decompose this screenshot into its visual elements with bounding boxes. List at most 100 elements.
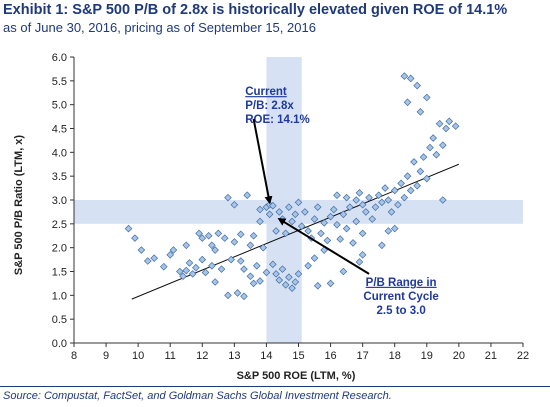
annotation-arrow (277, 218, 370, 275)
data-point (249, 279, 258, 288)
data-point (297, 222, 306, 231)
data-point (285, 273, 293, 282)
data-point (429, 134, 437, 142)
y-tick-label: 0.0 (52, 338, 67, 350)
data-point (416, 108, 425, 116)
data-point (339, 210, 348, 219)
x-tick-label: 22 (517, 350, 529, 362)
data-point (265, 210, 274, 219)
data-point (294, 198, 303, 207)
data-point (198, 234, 207, 242)
annotations: Current P/B: 2.8x ROE: 14.1% P/B Range in Cu… (245, 86, 439, 317)
y-tick-label: 3.0 (52, 195, 67, 207)
data-point (378, 198, 386, 207)
data-point (243, 191, 251, 200)
data-point (403, 98, 412, 107)
data-point (368, 215, 377, 223)
data-point (246, 241, 255, 250)
source-note: Source: Compustat, FactSet, and Goldman … (3, 390, 392, 402)
data-point (304, 261, 312, 270)
data-point (204, 231, 213, 240)
x-tick-label: 15 (292, 350, 304, 362)
data-point (355, 189, 364, 197)
data-point (439, 196, 447, 204)
data-point (236, 230, 245, 239)
data-point (413, 81, 421, 90)
x-axis-label: S&P 500 ROE (LTM, %) (237, 370, 356, 382)
data-point (422, 174, 431, 183)
data-point (355, 258, 364, 266)
data-point (390, 186, 399, 195)
data-point (160, 262, 168, 271)
x-tick-label: 17 (357, 350, 369, 362)
data-point (320, 219, 328, 227)
data-point (217, 265, 226, 273)
y-tick-label: 5.5 (52, 76, 67, 88)
data-point (188, 270, 197, 278)
data-point (310, 215, 319, 223)
y-tick-label: 5.0 (52, 100, 67, 112)
data-point (342, 224, 351, 233)
x-tick-label: 20 (453, 350, 465, 362)
data-point (179, 272, 187, 281)
data-point (413, 181, 421, 190)
data-point (310, 254, 319, 262)
data-point (394, 200, 402, 209)
data-point (336, 235, 344, 243)
x-tick-label: 21 (485, 350, 497, 362)
data-point (384, 227, 393, 235)
data-point (262, 268, 271, 277)
data-point (419, 153, 428, 161)
data-point (346, 203, 354, 211)
x-tick-label: 11 (165, 350, 176, 362)
data-point (432, 150, 441, 159)
data-point (176, 267, 184, 276)
data-point (185, 259, 194, 267)
data-point (403, 172, 412, 180)
data-point (281, 229, 290, 238)
data-point (365, 193, 373, 202)
data-point (352, 196, 361, 204)
data-point (326, 212, 335, 221)
data-point (195, 229, 203, 238)
data-point (224, 291, 232, 300)
data-point (329, 205, 338, 214)
data-point (192, 263, 200, 272)
data-point (249, 231, 258, 240)
data-point (143, 257, 152, 265)
data-point (166, 251, 175, 259)
data-point (451, 122, 460, 130)
data-point (342, 193, 351, 202)
chart-axes: 8 9 10 11 12 13 14 15 16 17 18 19 20 21 22 0.0 0.5 1.0 1.5… (52, 52, 529, 362)
y-tick-label: 2.0 (52, 243, 67, 255)
data-point (259, 243, 268, 252)
data-point (220, 234, 229, 242)
data-point (313, 203, 322, 211)
data-point (323, 236, 332, 245)
data-point (288, 284, 296, 292)
data-point (339, 267, 348, 276)
data-point (381, 184, 389, 192)
data-point (442, 124, 450, 133)
data-point (246, 272, 255, 281)
x-tick-label: 10 (132, 350, 144, 362)
data-point (387, 208, 396, 216)
data-point (358, 251, 367, 259)
data-point (291, 210, 300, 219)
data-point (333, 191, 341, 200)
data-point (230, 200, 239, 209)
y-axis-label: S&P 500 P/B Ratio (LTM, x) (13, 135, 25, 276)
data-point (240, 292, 248, 301)
data-point (224, 193, 232, 202)
y-tick-label: 6.0 (52, 52, 67, 64)
data-point (349, 239, 357, 247)
data-point (269, 201, 277, 210)
annotation-arrow (252, 118, 273, 205)
data-point (406, 186, 415, 195)
data-point (294, 270, 303, 278)
data-point (288, 217, 296, 226)
data-point (445, 117, 454, 126)
data-point (236, 257, 245, 265)
data-point (182, 266, 191, 275)
y-tick-label: 2.5 (52, 219, 67, 231)
